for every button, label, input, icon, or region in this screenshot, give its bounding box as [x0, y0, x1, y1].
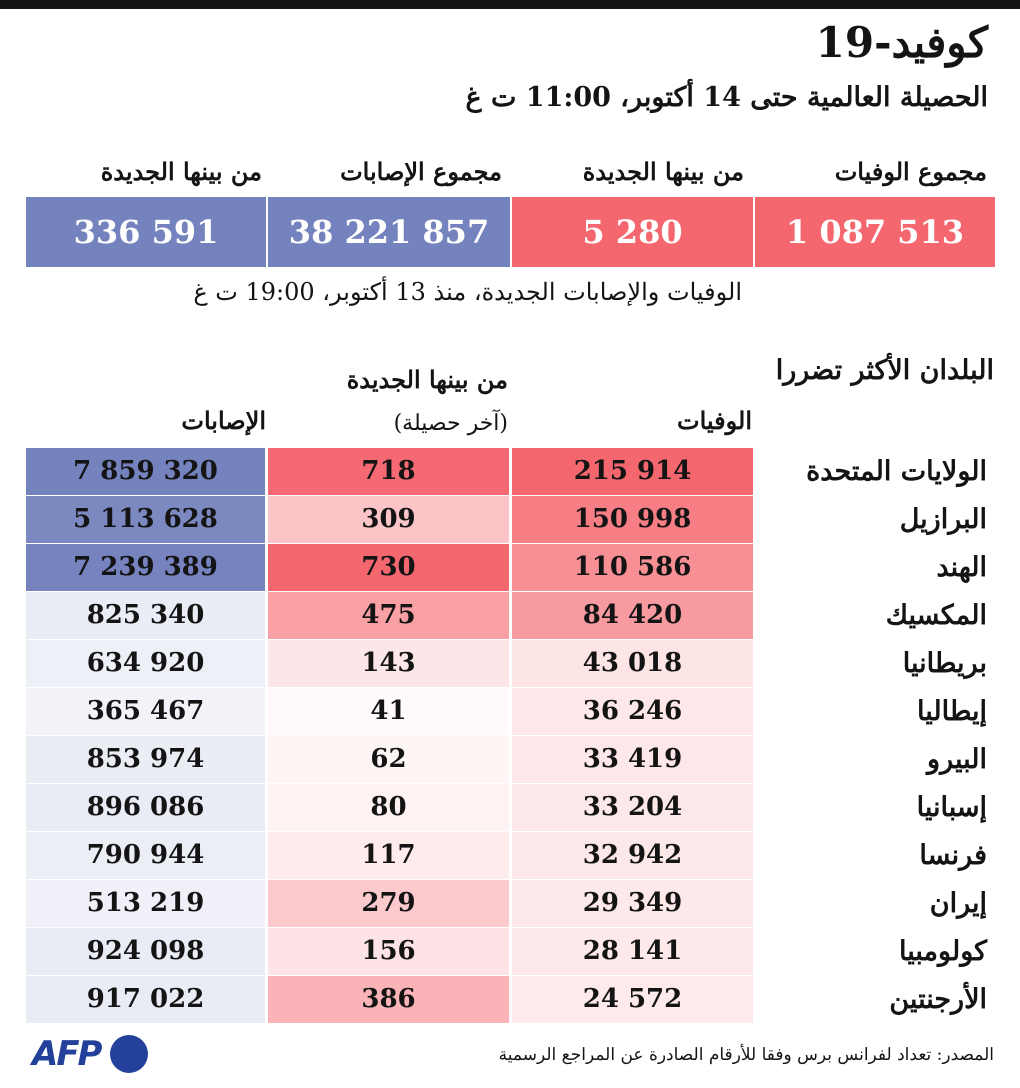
table-row: 7 239 389 730 110 586 الهند: [26, 544, 995, 592]
section-title: البلدان الأكثر تضررا: [775, 355, 994, 386]
afp-logo-text: AFP: [32, 1034, 102, 1074]
country-label: المكسيك: [885, 600, 987, 631]
cell-cases: 825 340: [26, 592, 265, 639]
column-header-new: من بينها الجديدة: [346, 365, 508, 394]
cell-new-deaths: 475: [268, 592, 509, 639]
cell-cases: 896 086: [26, 784, 265, 831]
cell-new-deaths: 309: [268, 496, 509, 543]
cell-new-deaths: 730: [268, 544, 509, 591]
cell-deaths: 84 420: [512, 592, 753, 639]
cell-new-deaths: 279: [268, 880, 509, 927]
cell-new-deaths: 62: [268, 736, 509, 783]
cell-deaths: 150 998: [512, 496, 753, 543]
table-row: 924 098 156 28 141 كولومبيا: [26, 928, 995, 976]
cell-cases: 917 022: [26, 976, 265, 1023]
table-row: 853 974 62 33 419 البيرو: [26, 736, 995, 784]
cell-new-deaths: 386: [268, 976, 509, 1023]
summary-new-cases-label: من بينها الجديدة: [100, 157, 262, 186]
summary-deaths-value: 1 087 513: [755, 197, 995, 267]
summary-deaths-label: مجموع الوفيات: [834, 157, 987, 186]
cell-deaths: 32 942: [512, 832, 753, 879]
cell-cases: 365 467: [26, 688, 265, 735]
cell-deaths: 33 419: [512, 736, 753, 783]
country-label: إيران: [929, 888, 987, 919]
cell-new-deaths: 80: [268, 784, 509, 831]
cell-cases: 5 113 628: [26, 496, 265, 543]
cell-deaths: 28 141: [512, 928, 753, 975]
column-subheader-new: (آخر حصيلة): [393, 411, 508, 436]
cell-cases: 924 098: [26, 928, 265, 975]
cell-new-deaths: 718: [268, 448, 509, 495]
summary-cases-label: مجموع الإصابات: [340, 157, 502, 186]
table-row: 896 086 80 33 204 إسبانيا: [26, 784, 995, 832]
table-row: 790 944 117 32 942 فرنسا: [26, 832, 995, 880]
country-label: الأرجنتين: [889, 984, 987, 1015]
table-row: 513 219 279 29 349 إيران: [26, 880, 995, 928]
table-row: 7 859 320 718 215 914 الولايات المتحدة: [26, 448, 995, 496]
summary-cases-value: 38 221 857: [268, 197, 510, 267]
cell-cases: 853 974: [26, 736, 265, 783]
cell-new-deaths: 143: [268, 640, 509, 687]
cell-deaths: 33 204: [512, 784, 753, 831]
page-title: كوفيد-19: [815, 18, 988, 67]
cell-deaths: 215 914: [512, 448, 753, 495]
cell-deaths: 24 572: [512, 976, 753, 1023]
cell-deaths: 43 018: [512, 640, 753, 687]
cell-deaths: 36 246: [512, 688, 753, 735]
column-header-cases: الإصابات: [181, 406, 266, 435]
afp-logo: AFP: [32, 1034, 150, 1074]
country-label: إيطاليا: [917, 696, 987, 727]
cell-new-deaths: 156: [268, 928, 509, 975]
country-label: فرنسا: [919, 840, 987, 871]
cell-cases: 790 944: [26, 832, 265, 879]
summary-new-cases-value: 336 591: [26, 197, 266, 267]
country-label: كولومبيا: [899, 936, 987, 967]
source-note: المصدر: تعداد لفرانس برس وفقا للأرقام ال…: [498, 1045, 994, 1065]
summary-note: الوفيات والإصابات الجديدة، منذ 13 أكتوبر…: [193, 278, 742, 306]
table-row: 5 113 628 309 150 998 البرازيل: [26, 496, 995, 544]
column-header-deaths: الوفيات: [677, 406, 752, 435]
table-row: 365 467 41 36 246 إيطاليا: [26, 688, 995, 736]
country-label: بريطانيا: [902, 648, 987, 679]
country-label: إسبانيا: [916, 792, 987, 823]
country-label: الولايات المتحدة: [806, 456, 987, 487]
cell-deaths: 29 349: [512, 880, 753, 927]
cell-cases: 513 219: [26, 880, 265, 927]
cell-new-deaths: 117: [268, 832, 509, 879]
cell-cases: 634 920: [26, 640, 265, 687]
summary-new-deaths-value: 5 280: [512, 197, 753, 267]
country-label: البرازيل: [899, 504, 987, 535]
table-row: 634 920 143 43 018 بريطانيا: [26, 640, 995, 688]
afp-logo-dot: [110, 1035, 148, 1073]
cell-deaths: 110 586: [512, 544, 753, 591]
country-label: البيرو: [927, 744, 987, 775]
page-subtitle: الحصيلة العالمية حتى 14 أكتوبر، 11:00 ت …: [465, 82, 988, 113]
table-row: 917 022 386 24 572 الأرجنتين: [26, 976, 995, 1024]
cell-cases: 7 239 389: [26, 544, 265, 591]
top-bar: [0, 0, 1020, 9]
summary-new-deaths-label: من بينها الجديدة: [582, 157, 744, 186]
cell-cases: 7 859 320: [26, 448, 265, 495]
cell-new-deaths: 41: [268, 688, 509, 735]
table-row: 825 340 475 84 420 المكسيك: [26, 592, 995, 640]
country-label: الهند: [936, 552, 988, 583]
